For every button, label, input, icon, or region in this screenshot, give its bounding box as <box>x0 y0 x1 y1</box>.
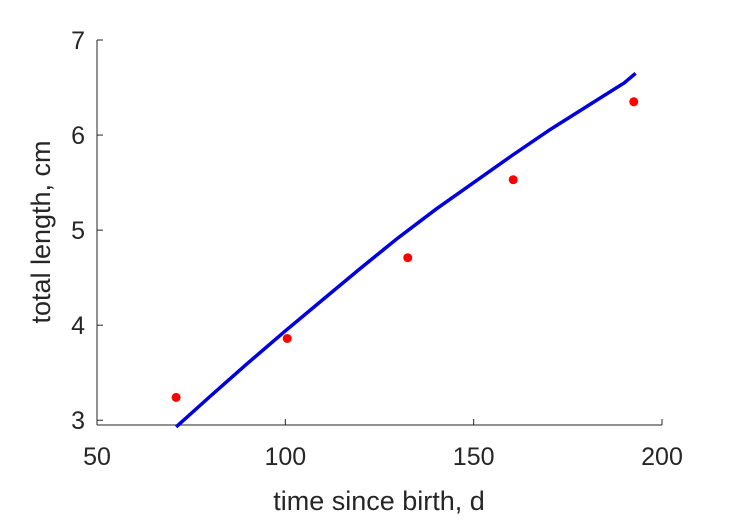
x-tick-label: 150 <box>453 443 495 471</box>
data-point <box>629 97 639 107</box>
y-tick-label: 4 <box>71 312 85 340</box>
data-point <box>403 253 413 263</box>
x-tick-label: 200 <box>641 443 683 471</box>
axes <box>96 40 662 426</box>
plot-layer <box>171 71 639 429</box>
data-point <box>508 175 518 185</box>
data-point <box>171 392 181 402</box>
y-tick-label: 5 <box>71 217 85 245</box>
y-ticks: 3 4 5 6 7 <box>71 27 103 435</box>
y-axis-label: total length, cm <box>26 140 56 323</box>
x-ticks: 50 100 150 200 <box>83 419 683 471</box>
y-tick-label: 7 <box>71 27 85 55</box>
x-tick-label: 50 <box>83 443 111 471</box>
data-point <box>282 333 292 343</box>
y-tick-label: 6 <box>71 122 85 150</box>
fit-line <box>174 71 637 429</box>
y-tick-label: 3 <box>71 407 85 435</box>
x-tick-label: 100 <box>264 443 306 471</box>
x-axis-label: time since birth, d <box>273 486 485 516</box>
